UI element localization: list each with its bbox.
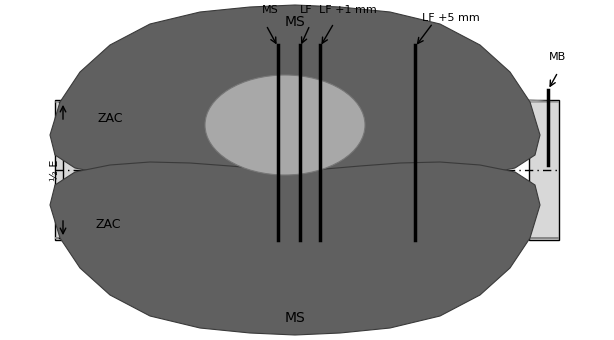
- Text: MS: MS: [285, 15, 305, 29]
- Text: ½ E: ½ E: [50, 159, 60, 181]
- Text: MS: MS: [285, 311, 305, 325]
- Text: LF +1 mm: LF +1 mm: [319, 5, 377, 15]
- Ellipse shape: [205, 75, 365, 175]
- Text: MS-R: MS-R: [249, 114, 281, 126]
- Bar: [529, 100, 559, 240]
- Text: LF +5 mm: LF +5 mm: [422, 13, 480, 23]
- Bar: [55, 100, 85, 240]
- Text: MS: MS: [262, 5, 278, 15]
- Polygon shape: [50, 5, 540, 178]
- Text: ZAC: ZAC: [95, 219, 121, 232]
- Text: LF: LF: [300, 5, 313, 15]
- Text: MB: MB: [550, 52, 567, 62]
- Polygon shape: [50, 162, 540, 335]
- Polygon shape: [55, 100, 559, 240]
- Text: ZAC: ZAC: [97, 112, 123, 124]
